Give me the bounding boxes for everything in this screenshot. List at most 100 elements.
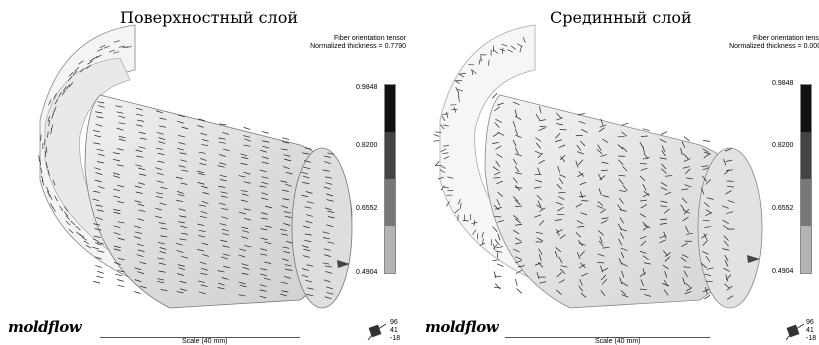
fiber-mark bbox=[64, 206, 69, 212]
fiber-mark bbox=[95, 123, 103, 127]
fiber-mark bbox=[240, 163, 248, 166]
fiber-mark bbox=[244, 217, 251, 221]
fiber-mark bbox=[113, 245, 121, 248]
axis-triad-icon[interactable] bbox=[784, 320, 806, 342]
fiber-mark bbox=[176, 199, 184, 203]
fiber-mark bbox=[536, 204, 543, 210]
fiber-mark bbox=[68, 71, 74, 77]
fiber-mark bbox=[556, 229, 560, 236]
fiber-mark bbox=[243, 171, 251, 175]
fiber-mark bbox=[703, 233, 708, 240]
fiber-mark bbox=[259, 185, 267, 188]
fiber-mark bbox=[722, 219, 729, 225]
fiber-mark bbox=[457, 88, 463, 92]
fiber-mark bbox=[96, 209, 104, 212]
fiber-mark bbox=[702, 167, 710, 171]
fiber-mark bbox=[238, 294, 246, 297]
rotation-x: 96 bbox=[806, 319, 814, 326]
fiber-mark bbox=[94, 134, 102, 138]
fiber-mark bbox=[643, 190, 650, 196]
fiber-mark bbox=[477, 233, 479, 240]
fiber-mark bbox=[95, 265, 103, 268]
fiber-mark bbox=[68, 228, 74, 234]
fiber-mark bbox=[575, 232, 582, 238]
fiber-mark bbox=[512, 101, 520, 105]
fiber-mark bbox=[92, 246, 100, 250]
result-name: Fiber orientation tensor bbox=[753, 35, 819, 42]
fiber-mark bbox=[155, 207, 163, 211]
fiber-mark bbox=[534, 150, 542, 155]
fiber-mark bbox=[217, 282, 225, 286]
fiber-mark bbox=[556, 229, 563, 233]
fiber-mark bbox=[480, 55, 482, 62]
fiber-mark bbox=[200, 211, 208, 214]
fiber-mark bbox=[51, 124, 53, 131]
fiber-mark bbox=[53, 93, 57, 99]
fiber-mark bbox=[137, 249, 145, 252]
fiber-mark bbox=[578, 195, 586, 198]
fiber-mark bbox=[158, 222, 166, 225]
fiber-mark bbox=[453, 106, 457, 113]
fiber-mark bbox=[282, 246, 290, 249]
fiber-mark bbox=[497, 220, 505, 223]
fiber-mark bbox=[578, 285, 584, 292]
fiber-mark bbox=[177, 194, 185, 197]
fiber-mark bbox=[494, 106, 501, 112]
fiber-mark bbox=[240, 199, 248, 203]
fiber-mark bbox=[181, 255, 189, 259]
part-model-view[interactable] bbox=[410, 0, 819, 345]
fiber-mark bbox=[556, 183, 562, 190]
fiber-mark bbox=[597, 201, 604, 207]
fiber-mark bbox=[640, 240, 647, 247]
fiber-mark bbox=[156, 192, 164, 195]
fiber-mark bbox=[682, 166, 690, 169]
fiber-mark bbox=[683, 153, 689, 159]
legend-label: 0.9848 bbox=[772, 80, 794, 87]
fiber-mark bbox=[510, 45, 516, 50]
fiber-mark bbox=[176, 291, 184, 294]
fiber-mark bbox=[137, 218, 145, 221]
fiber-mark bbox=[640, 204, 648, 209]
fiber-mark bbox=[97, 153, 105, 157]
fiber-mark bbox=[683, 136, 690, 142]
fiber-mark bbox=[301, 245, 309, 248]
fiber-mark bbox=[79, 68, 85, 73]
fiber-mark bbox=[95, 111, 103, 114]
fiber-mark bbox=[577, 172, 584, 178]
fiber-mark bbox=[202, 253, 210, 257]
part-model-view[interactable] bbox=[0, 0, 409, 345]
fiber-mark bbox=[261, 176, 269, 179]
fiber-mark bbox=[260, 237, 268, 241]
fiber-mark bbox=[325, 271, 333, 274]
fiber-mark bbox=[219, 223, 227, 226]
fiber-mark bbox=[621, 294, 629, 298]
fiber-mark bbox=[684, 291, 692, 295]
fiber-mark bbox=[259, 289, 267, 292]
fiber-mark bbox=[48, 120, 51, 127]
fiber-mark bbox=[555, 247, 562, 253]
legend-segment bbox=[801, 132, 811, 179]
fiber-mark bbox=[620, 247, 628, 252]
fiber-mark bbox=[116, 164, 124, 167]
fiber-mark bbox=[135, 191, 143, 194]
fiber-mark bbox=[664, 252, 671, 257]
fiber-mark bbox=[514, 147, 519, 154]
panel-title: Срединный слой bbox=[550, 8, 692, 27]
axis-triad-icon[interactable] bbox=[366, 320, 388, 342]
fiber-mark bbox=[198, 229, 206, 233]
fiber-mark bbox=[539, 126, 547, 128]
fiber-mark bbox=[704, 294, 711, 300]
fiber-mark bbox=[96, 116, 104, 119]
fiber-mark bbox=[534, 186, 542, 189]
fiber-mark bbox=[178, 165, 186, 168]
fiber-mark bbox=[514, 199, 521, 206]
fiber-mark bbox=[515, 223, 523, 226]
fiber-mark bbox=[45, 162, 48, 169]
fiber-mark bbox=[575, 160, 579, 168]
fiber-mark bbox=[618, 178, 624, 185]
fiber-mark bbox=[492, 243, 496, 250]
fiber-mark bbox=[178, 267, 186, 271]
fiber-mark bbox=[303, 248, 311, 252]
fiber-mark bbox=[135, 124, 143, 127]
fiber-mark bbox=[327, 216, 335, 219]
